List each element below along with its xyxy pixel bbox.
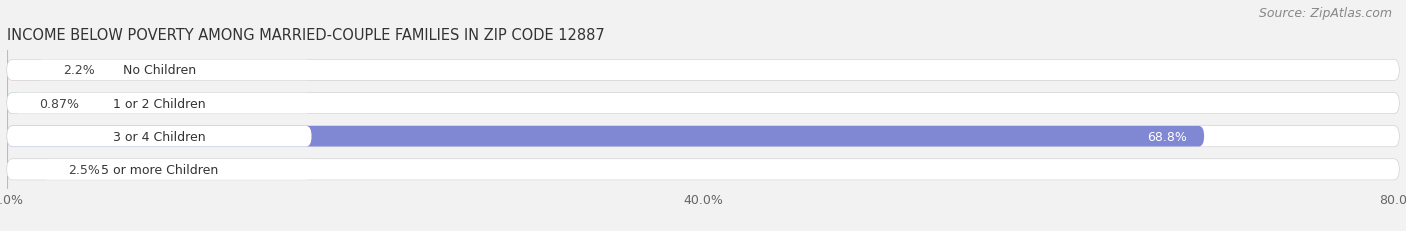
- Text: Source: ZipAtlas.com: Source: ZipAtlas.com: [1258, 7, 1392, 20]
- Text: 5 or more Children: 5 or more Children: [101, 163, 218, 176]
- FancyBboxPatch shape: [7, 126, 1204, 147]
- FancyBboxPatch shape: [7, 93, 1399, 114]
- Text: 68.8%: 68.8%: [1147, 130, 1187, 143]
- FancyBboxPatch shape: [7, 93, 312, 114]
- FancyBboxPatch shape: [7, 60, 1399, 81]
- FancyBboxPatch shape: [7, 93, 22, 114]
- Text: No Children: No Children: [122, 64, 195, 77]
- FancyBboxPatch shape: [7, 60, 1399, 81]
- Text: 2.2%: 2.2%: [63, 64, 94, 77]
- Text: 1 or 2 Children: 1 or 2 Children: [112, 97, 205, 110]
- FancyBboxPatch shape: [7, 126, 1399, 147]
- Text: 0.87%: 0.87%: [39, 97, 80, 110]
- FancyBboxPatch shape: [7, 159, 312, 180]
- FancyBboxPatch shape: [7, 159, 1399, 180]
- Text: 2.5%: 2.5%: [67, 163, 100, 176]
- Text: 3 or 4 Children: 3 or 4 Children: [112, 130, 205, 143]
- FancyBboxPatch shape: [7, 60, 312, 81]
- Text: INCOME BELOW POVERTY AMONG MARRIED-COUPLE FAMILIES IN ZIP CODE 12887: INCOME BELOW POVERTY AMONG MARRIED-COUPL…: [7, 28, 605, 43]
- FancyBboxPatch shape: [7, 159, 51, 180]
- FancyBboxPatch shape: [7, 126, 312, 147]
- FancyBboxPatch shape: [7, 126, 1399, 147]
- FancyBboxPatch shape: [7, 159, 1399, 180]
- FancyBboxPatch shape: [7, 93, 1399, 114]
- FancyBboxPatch shape: [7, 60, 45, 81]
